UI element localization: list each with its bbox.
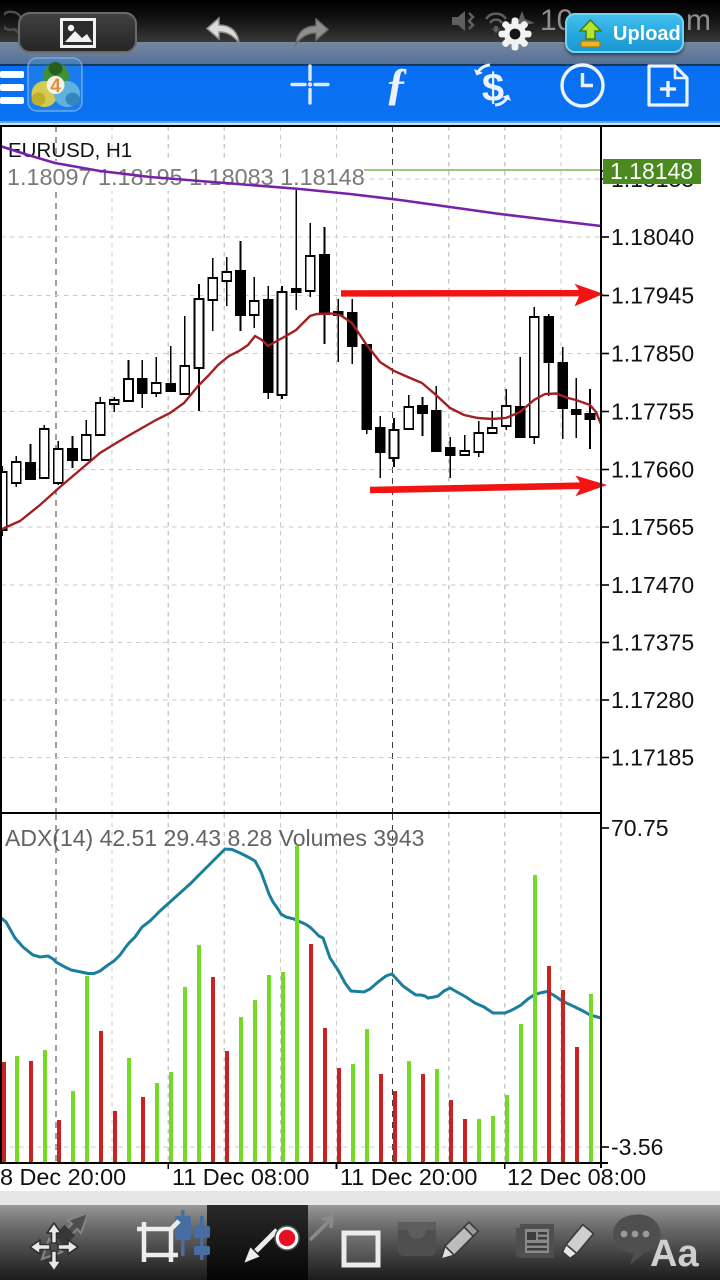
svg-text:1.17850: 1.17850	[611, 341, 694, 367]
svg-text:1.17565: 1.17565	[611, 514, 694, 540]
svg-text:11 Dec 20:00: 11 Dec 20:00	[340, 1164, 477, 1190]
svg-text:1.17375: 1.17375	[611, 630, 694, 656]
svg-text:70.75: 70.75	[611, 815, 669, 841]
svg-text:1.17660: 1.17660	[611, 457, 694, 483]
svg-text:1.18148: 1.18148	[610, 158, 693, 184]
svg-text:1.17945: 1.17945	[611, 283, 694, 309]
svg-text:ADX(14) 42.51 29.43 8.28 Volum: ADX(14) 42.51 29.43 8.28 Volumes 3943	[5, 825, 424, 851]
svg-text:12 Dec 08:00: 12 Dec 08:00	[507, 1164, 646, 1190]
svg-text:$: $	[482, 66, 504, 110]
svg-text:1.18040: 1.18040	[611, 224, 694, 250]
svg-text:11 Dec 08:00: 11 Dec 08:00	[172, 1164, 309, 1190]
svg-text:EURUSD, H1: EURUSD, H1	[8, 139, 132, 162]
svg-text:1.17755: 1.17755	[611, 399, 694, 425]
svg-text:4: 4	[50, 76, 61, 97]
svg-text:1.17185: 1.17185	[611, 745, 694, 771]
svg-text:1.17280: 1.17280	[611, 687, 694, 713]
svg-text:Aa: Aa	[650, 1233, 699, 1271]
svg-text:-3.56: -3.56	[611, 1134, 663, 1160]
svg-text:8 Dec 20:00: 8 Dec 20:00	[0, 1164, 126, 1190]
svg-text:1.17470: 1.17470	[611, 572, 694, 598]
svg-text:1.18097 1.18195 1.18083 1.1814: 1.18097 1.18195 1.18083 1.18148	[7, 164, 365, 190]
